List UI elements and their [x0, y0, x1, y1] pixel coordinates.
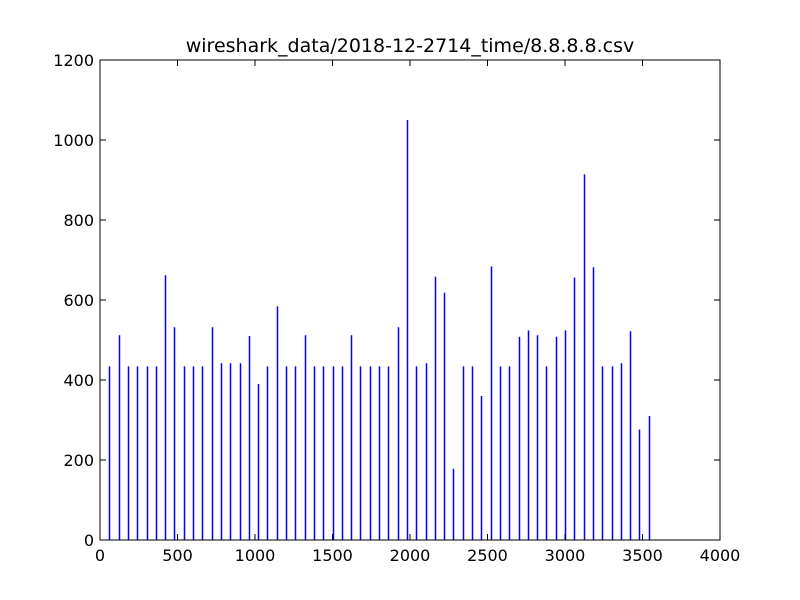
bars	[108, 120, 657, 541]
y-tick-label: 1200	[53, 51, 94, 70]
y-tick-label: 400	[63, 371, 94, 390]
y-ticks: 0 200 400 600 800 1000 1200	[53, 51, 720, 550]
x-tick-label: 2500	[467, 546, 508, 565]
x-tick-label: 2000	[390, 546, 431, 565]
y-tick-label: 800	[63, 211, 94, 230]
chart-title: wireshark_data/2018-12-2714_time/8.8.8.8…	[186, 35, 635, 57]
y-tick-label: 600	[63, 291, 94, 310]
y-tick-label: 200	[63, 451, 94, 470]
x-tick-label: 0	[95, 546, 105, 565]
y-tick-label: 0	[84, 531, 94, 550]
x-tick-label: 3000	[545, 546, 586, 565]
plot-frame	[99, 59, 721, 541]
x-tick-label: 1500	[312, 546, 353, 565]
x-tick-label: 3500	[622, 546, 663, 565]
x-tick-label: 500	[162, 546, 193, 565]
y-tick-label: 1000	[53, 131, 94, 150]
x-tick-label: 1000	[235, 546, 276, 565]
x-ticks: 0 500 1000 1500 2000 2500 3000 3500 4000	[95, 60, 740, 565]
x-tick-label: 4000	[700, 546, 741, 565]
